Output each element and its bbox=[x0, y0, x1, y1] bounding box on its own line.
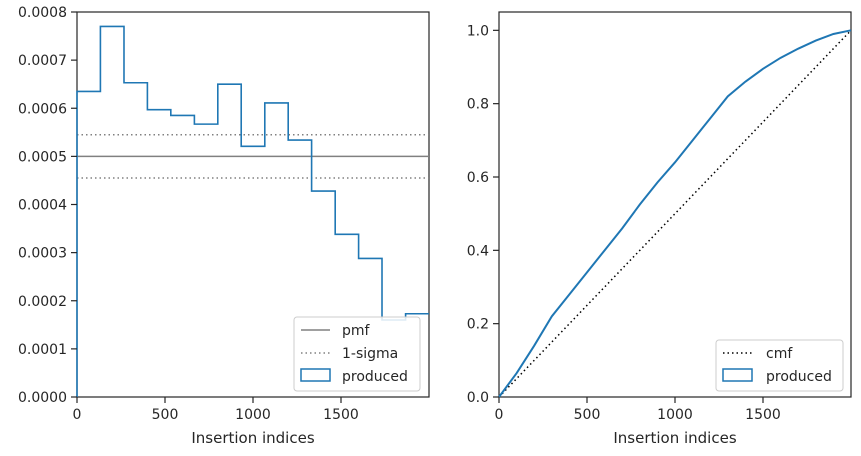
left-y-tick-label: 0.0002 bbox=[18, 294, 67, 310]
left-legend-box bbox=[293, 316, 421, 392]
right-x-tick-label: 1500 bbox=[745, 407, 781, 423]
right-y-tick-label: 0.6 bbox=[467, 170, 489, 186]
legend-label-1-sigma: 1-sigma bbox=[342, 346, 398, 362]
legend-swatch-produced-right bbox=[722, 368, 753, 382]
series-produced-line bbox=[498, 29, 852, 398]
left-y-tick-label: 0.0004 bbox=[18, 198, 67, 214]
left-y-tick-label: 0.0005 bbox=[18, 149, 67, 165]
legend-label-produced-right: produced bbox=[766, 369, 832, 385]
right-y-tick-label: 0.2 bbox=[467, 317, 489, 333]
legend-label-produced-left: produced bbox=[342, 369, 408, 385]
right-x-axis-label: Insertion indices bbox=[613, 429, 736, 447]
left-x-tick-label: 0 bbox=[73, 407, 82, 423]
right-legend-box bbox=[715, 339, 844, 392]
series-cmf-line bbox=[498, 29, 852, 398]
legend-label-pmf: pmf bbox=[342, 323, 371, 339]
left-y-tick-label: 0.0007 bbox=[18, 53, 67, 69]
left-x-tick-label: 1000 bbox=[235, 407, 271, 423]
left-y-tick-label: 0.0008 bbox=[18, 5, 67, 21]
left-y-tick-label: 0.0001 bbox=[18, 342, 67, 358]
right-cumulative-panel: 0 500 1000 1500 0.0 0.2 0.4 0.6 0.8 1.0 Insertio… bbox=[467, 11, 852, 447]
right-y-tick-label: 0.0 bbox=[467, 390, 489, 406]
left-x-tick-label: 500 bbox=[152, 407, 179, 423]
right-legend: cmf produced bbox=[715, 339, 844, 392]
left-histogram-panel: 0 500 1000 1500 0.0000 0.0001 0.0002 0.0003 0.0… bbox=[18, 5, 430, 447]
right-x-tick-label: 1000 bbox=[657, 407, 693, 423]
right-y-tick-label: 0.8 bbox=[467, 97, 489, 113]
legend-label-cmf: cmf bbox=[766, 346, 793, 362]
right-x-tick-label: 500 bbox=[574, 407, 601, 423]
left-y-tick-label: 0.0003 bbox=[18, 246, 67, 262]
left-y-tick-label: 0.0000 bbox=[18, 390, 67, 406]
legend-swatch-produced-left bbox=[300, 368, 331, 382]
right-plot-frame bbox=[498, 11, 852, 398]
right-y-tick-label: 1.0 bbox=[467, 23, 489, 39]
left-legend: pmf 1-sigma produced bbox=[293, 316, 421, 392]
right-y-tick-label: 0.4 bbox=[467, 243, 489, 259]
produced-histogram-step bbox=[76, 25, 429, 397]
left-x-axis-label: Insertion indices bbox=[191, 429, 314, 447]
left-x-tick-label: 1500 bbox=[323, 407, 359, 423]
left-y-tick-label: 0.0006 bbox=[18, 101, 67, 117]
right-x-tick-label: 0 bbox=[495, 407, 504, 423]
